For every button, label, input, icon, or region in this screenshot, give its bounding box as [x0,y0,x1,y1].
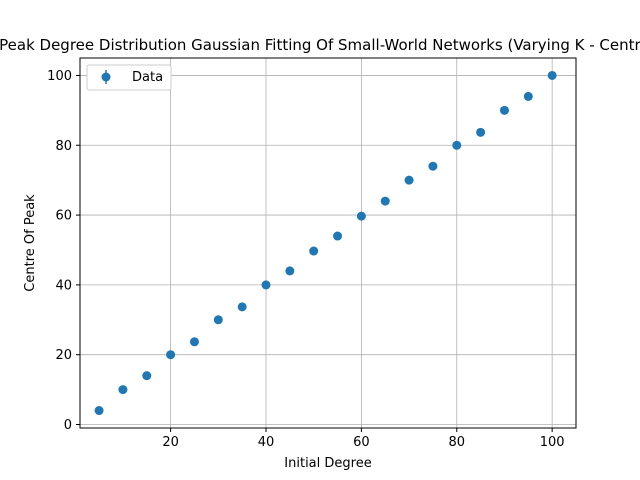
x-axis-label: Initial Degree [284,456,371,471]
y-tick-label: 0 [64,418,72,433]
y-tick-label: 80 [55,139,72,154]
legend-box [86,64,172,91]
plot-frame [79,57,577,429]
legend: Data [86,64,172,91]
y-tick-label: 20 [55,348,72,363]
data-point [476,127,486,137]
legend-label: Data [132,70,163,85]
data-point [333,231,343,241]
y-tick-label: 100 [47,69,72,84]
data-point [237,302,247,312]
x-tick-label: 20 [162,435,179,450]
data-point [499,105,509,115]
data-point [309,246,319,256]
data-point [189,337,199,347]
data-point [285,266,295,276]
data-point [213,315,223,325]
data-point [142,371,152,381]
data-point [547,70,557,80]
grid [80,58,576,428]
x-tick-label: 40 [258,435,275,450]
data-point [94,406,104,416]
data-point [356,211,366,221]
data-points [94,70,557,416]
data-point [428,161,438,171]
data-point [452,140,462,150]
data-point [404,175,414,185]
y-tick-label: 40 [55,278,72,293]
y-axis-ticks: 0 20 40 60 80 100 [47,69,80,433]
data-point [261,280,271,290]
legend-marker [101,72,111,82]
data-point [523,91,533,101]
x-tick-label: 60 [353,435,370,450]
x-tick-label: 100 [540,435,565,450]
x-axis-ticks: 20 40 60 80 100 [162,428,565,450]
data-point [118,385,128,395]
chart-title: Centre Of Peak Degree Distribution Gauss… [0,36,640,54]
y-axis-label: Centre Of Peak [23,194,38,292]
data-point [166,350,176,360]
x-tick-label: 80 [448,435,465,450]
y-tick-label: 60 [55,209,72,224]
data-point [380,196,390,206]
